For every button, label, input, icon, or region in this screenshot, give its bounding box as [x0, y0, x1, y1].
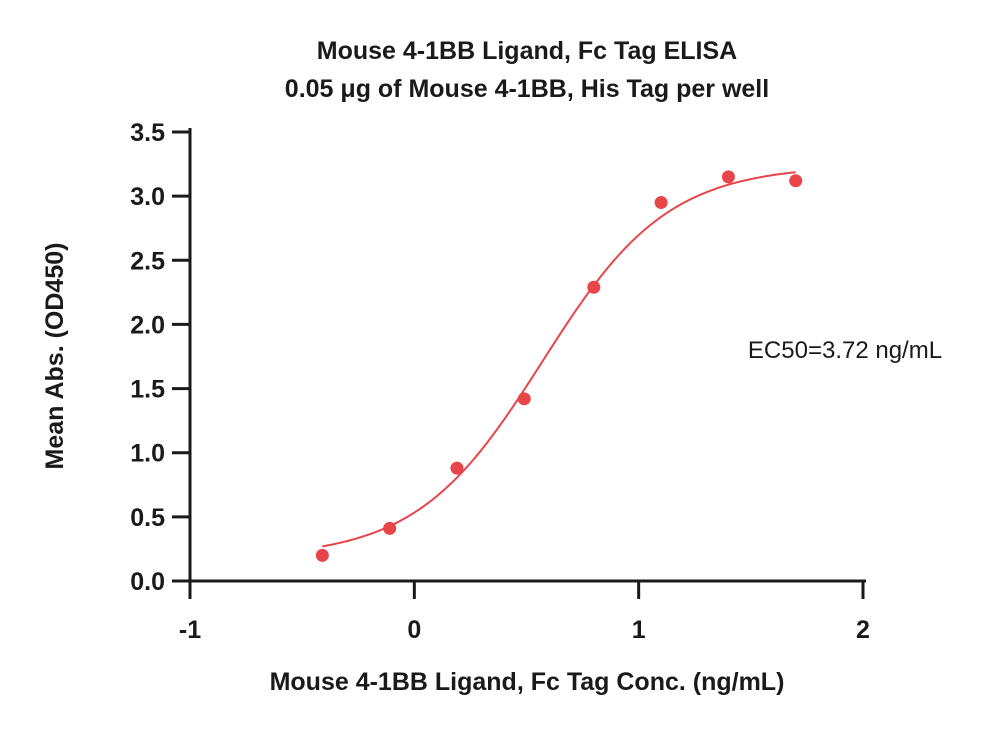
data-point: [654, 196, 668, 210]
y-tick-label: 3.0: [130, 183, 165, 211]
x-tick-label: 0: [407, 616, 421, 644]
data-point: [517, 392, 531, 406]
chart-title: Mouse 4-1BB Ligand, Fc Tag ELISA: [317, 37, 737, 65]
data-point: [587, 280, 601, 294]
data-points: [315, 170, 803, 562]
x-tick-label: -1: [179, 616, 201, 644]
fit-curve: [322, 171, 796, 548]
axes: [188, 128, 866, 583]
y-ticks: 0.0 0.5 1.0 1.5 2.0 2.5 3.0 3.5: [130, 119, 190, 596]
data-point: [450, 461, 464, 475]
y-tick-label: 0.0: [130, 568, 165, 596]
y-tick-label: 2.5: [130, 247, 165, 275]
y-tick-label: 0.5: [130, 504, 165, 532]
x-ticks: -1 0 1 2: [179, 581, 870, 644]
data-point: [315, 548, 329, 562]
x-tick-label: 1: [632, 616, 646, 644]
y-tick-label: 1.0: [130, 440, 165, 468]
y-tick-label: 2.0: [130, 311, 165, 339]
x-axis-label: Mouse 4-1BB Ligand, Fc Tag Conc. (ng/mL): [270, 668, 785, 696]
chart-subtitle: 0.05 μg of Mouse 4-1BB, His Tag per well: [285, 75, 769, 103]
y-tick-label: 1.5: [130, 376, 165, 404]
y-axis-label: Mean Abs. (OD450): [41, 243, 69, 470]
x-tick-label: 2: [856, 616, 870, 644]
data-point: [789, 174, 803, 188]
ec50-annotation: EC50=3.72 ng/mL: [748, 337, 942, 364]
data-point: [721, 170, 735, 184]
data-point: [383, 521, 397, 535]
y-tick-label: 3.5: [130, 119, 165, 147]
